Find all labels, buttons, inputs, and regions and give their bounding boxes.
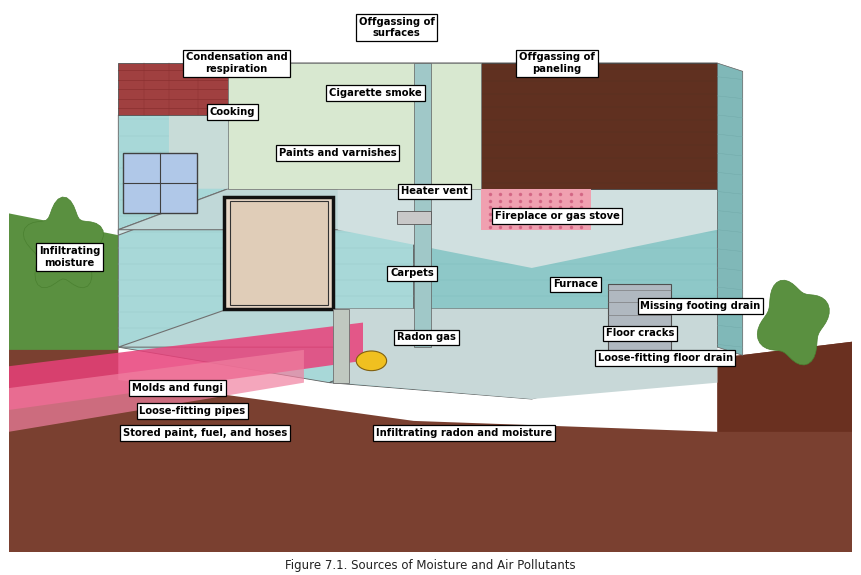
Text: Cooking: Cooking [209, 108, 255, 117]
FancyBboxPatch shape [397, 210, 430, 224]
Polygon shape [717, 342, 852, 432]
Polygon shape [338, 309, 717, 399]
Text: Molds and fungi: Molds and fungi [132, 383, 223, 393]
Text: Loose-fitting floor drain: Loose-fitting floor drain [598, 353, 733, 363]
Text: Missing footing drain: Missing footing drain [641, 301, 760, 311]
Text: Offgassing of
paneling: Offgassing of paneling [519, 52, 595, 74]
Circle shape [356, 351, 387, 371]
Text: Fireplace or gas stove: Fireplace or gas stove [494, 211, 620, 221]
Text: Heater vent: Heater vent [401, 186, 468, 197]
FancyBboxPatch shape [224, 197, 333, 309]
Text: Infiltrating radon and moisture: Infiltrating radon and moisture [376, 428, 552, 438]
Text: Furnace: Furnace [554, 279, 598, 289]
Polygon shape [338, 189, 717, 268]
Text: Condensation and
respiration: Condensation and respiration [186, 52, 288, 74]
FancyBboxPatch shape [333, 309, 349, 383]
Polygon shape [118, 309, 717, 347]
Text: Cigarette smoke: Cigarette smoke [329, 88, 422, 98]
Polygon shape [413, 63, 430, 347]
FancyBboxPatch shape [608, 284, 671, 358]
Polygon shape [758, 280, 829, 365]
Text: Loose-fitting pipes: Loose-fitting pipes [139, 406, 245, 416]
Polygon shape [118, 189, 717, 230]
Polygon shape [118, 63, 413, 383]
Text: Paints and varnishes: Paints and varnishes [279, 148, 397, 158]
Polygon shape [118, 63, 717, 115]
Polygon shape [118, 189, 717, 235]
FancyBboxPatch shape [122, 153, 197, 213]
Polygon shape [717, 63, 743, 355]
FancyBboxPatch shape [230, 201, 327, 305]
Text: Carpets: Carpets [390, 269, 434, 278]
Polygon shape [118, 63, 228, 115]
Polygon shape [9, 350, 304, 432]
Polygon shape [9, 213, 118, 350]
Polygon shape [118, 63, 228, 189]
Polygon shape [9, 342, 852, 552]
Polygon shape [23, 197, 103, 288]
Polygon shape [329, 63, 717, 399]
Polygon shape [228, 63, 481, 189]
Text: Stored paint, fuel, and hoses: Stored paint, fuel, and hoses [123, 428, 288, 438]
Polygon shape [9, 323, 363, 410]
Text: Figure 7.1. Sources of Moisture and Air Pollutants: Figure 7.1. Sources of Moisture and Air … [285, 559, 576, 572]
FancyBboxPatch shape [481, 189, 591, 230]
Text: Offgassing of
surfaces: Offgassing of surfaces [359, 17, 435, 39]
Text: Floor cracks: Floor cracks [605, 328, 674, 339]
Polygon shape [481, 63, 717, 189]
Text: Infiltrating
moisture: Infiltrating moisture [39, 246, 100, 268]
Text: Radon gas: Radon gas [397, 332, 455, 342]
